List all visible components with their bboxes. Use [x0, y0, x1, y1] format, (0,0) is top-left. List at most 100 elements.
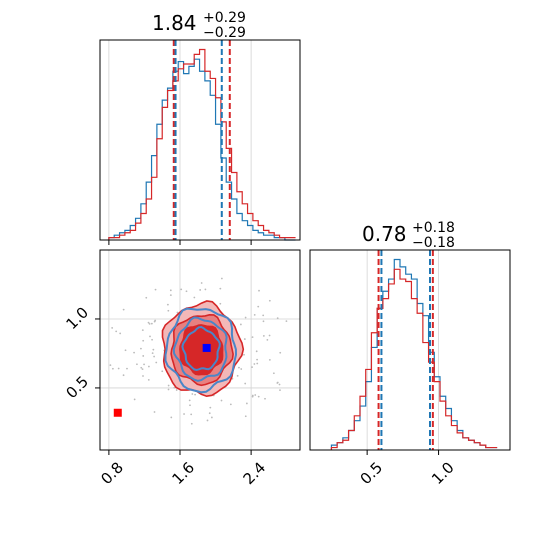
scatter-point [256, 358, 258, 361]
marker-reference-point [113, 408, 122, 417]
scatter-point [191, 393, 194, 395]
hist1-frame [99, 39, 301, 241]
hist1-ticks [108, 240, 252, 245]
scatter-point [119, 332, 122, 335]
blue-contour-level-1 [172, 316, 228, 382]
scatter-point [200, 282, 203, 284]
scatter-point [142, 355, 145, 357]
red-contour-level-2 [179, 324, 224, 376]
scatter-point [152, 348, 155, 351]
scatter-point [141, 329, 144, 331]
scatter-point [220, 277, 223, 280]
scatter-point [279, 389, 281, 391]
scatter-point [208, 412, 211, 415]
hist2-title: 0.78 [362, 222, 407, 246]
hist2-steps [330, 258, 498, 450]
scatter-point [190, 422, 193, 425]
scatter-point [256, 362, 259, 365]
scatter-point [167, 309, 170, 312]
scatter-point [253, 313, 256, 316]
scatter-point [161, 370, 164, 373]
scatter-point [244, 382, 247, 385]
scatter-point [268, 299, 271, 302]
scatter-point [199, 289, 202, 291]
scatter-point [154, 288, 157, 291]
scatter-point [189, 404, 191, 407]
contour-markers [113, 343, 211, 417]
scatter-point [251, 366, 253, 369]
scatter-point [149, 335, 151, 338]
hist1-steps [108, 48, 296, 241]
hist1-grid [108, 40, 252, 240]
hist2-title-minus: −0.18 [412, 235, 455, 251]
scatter-point [190, 413, 193, 416]
scatter-point [153, 411, 156, 413]
scatter-point [136, 363, 138, 366]
hist1-title: 1.84 [152, 11, 197, 35]
hist1-title-value: 1.84 [152, 11, 197, 35]
scatter-point [126, 367, 128, 370]
scatter-point [173, 386, 176, 389]
scatter-point [245, 402, 248, 405]
scatter-point [148, 365, 150, 368]
scatter-point [278, 383, 281, 386]
scatter-point [147, 379, 150, 381]
contour-ytick-label-1: 1.0 [62, 303, 92, 333]
scatter-point [264, 397, 266, 400]
scatter-point [194, 393, 197, 396]
scatter-point [151, 352, 154, 355]
marker-true-value [202, 343, 211, 352]
hist2-title-plus: +0.18 [412, 220, 455, 236]
hist2-tick-label-0: 0.5 [357, 458, 387, 488]
scatter-point [147, 321, 150, 324]
scatter-point [251, 336, 254, 339]
scatter-point [166, 303, 169, 306]
scatter-point [151, 338, 153, 341]
scatter-point [258, 289, 260, 292]
scatter-point [170, 416, 173, 419]
contour-blue-levels [164, 307, 238, 394]
scatter-point [176, 311, 179, 314]
scatter-point [180, 288, 183, 291]
contour-xtick-label-0: 0.8 [97, 458, 127, 488]
blue-contour-level-2 [181, 325, 221, 372]
hist1-title-minus: −0.29 [203, 25, 246, 41]
scatter-point [276, 381, 279, 384]
scatter-point [188, 399, 191, 402]
scatter-point [210, 416, 213, 419]
hist2-grid [366, 250, 439, 450]
scatter-point [206, 419, 209, 422]
scatter-point [193, 296, 196, 299]
scatter-point [183, 413, 185, 415]
scatter-point [257, 395, 260, 398]
panel-contour: 0.8 1.6 2.4 0.5 1.0 [62, 249, 301, 488]
scatter-point [150, 322, 153, 325]
scatter-point [133, 351, 135, 354]
scatter-point [244, 415, 247, 418]
scatter-point [268, 358, 271, 361]
scatter-point [115, 330, 118, 333]
scatter-point [272, 372, 275, 375]
scatter-point [285, 320, 288, 323]
scatter-point [122, 308, 125, 311]
scatter-point [167, 384, 170, 387]
hist2-step-blue [330, 258, 498, 450]
scatter-point [185, 290, 188, 293]
scatter-point [209, 406, 212, 409]
scatter-point [276, 317, 279, 320]
blue-contour-level-0 [164, 307, 238, 394]
scatter-point [240, 368, 243, 370]
scatter-point [111, 327, 114, 329]
scatter-point [140, 366, 143, 369]
scatter-point [142, 375, 144, 377]
scatter-point [219, 287, 222, 290]
scatter-point [253, 363, 256, 365]
hist2-quantiles [377, 250, 434, 450]
scatter-point [169, 289, 172, 292]
contour-xtick-label-2: 2.4 [240, 458, 270, 488]
scatter-point [279, 351, 282, 354]
contour-xtick-label-1: 1.6 [168, 458, 198, 488]
panel-hist-param1: 1.84 +0.29 −0.29 [99, 10, 301, 245]
scatter-point [142, 339, 145, 342]
